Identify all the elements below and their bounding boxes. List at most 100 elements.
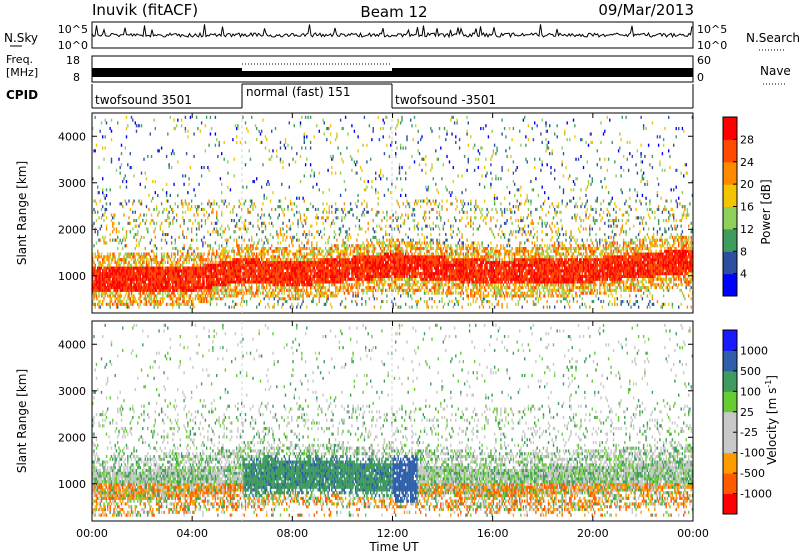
power-cell <box>137 269 138 272</box>
power-cell <box>220 233 221 236</box>
power-cell <box>97 230 98 233</box>
power-cell <box>131 278 132 281</box>
power-cell <box>100 275 101 278</box>
power-cell <box>171 286 172 289</box>
power-cell <box>177 272 178 275</box>
power-cell <box>150 286 151 289</box>
power-cell <box>214 294 215 297</box>
power-cell <box>190 278 191 281</box>
power-cell <box>216 227 217 230</box>
power-cell <box>98 300 99 303</box>
power-cell <box>143 272 144 275</box>
power-cell <box>162 275 163 278</box>
power-cell <box>105 289 106 292</box>
power-cell <box>206 267 207 270</box>
power-cell <box>116 267 117 270</box>
power-cell <box>105 280 106 283</box>
power-cell <box>171 272 172 275</box>
power-cell <box>107 267 108 270</box>
power-cell <box>122 303 123 306</box>
power-cell <box>190 219 191 222</box>
power-cell <box>157 292 158 295</box>
power-cell <box>191 300 192 303</box>
power-cell <box>98 280 99 283</box>
power-cell <box>221 250 222 253</box>
power-cell <box>196 272 197 275</box>
power-cell <box>103 275 104 278</box>
power-cell <box>181 255 182 258</box>
power-cell <box>191 289 192 292</box>
power-cell <box>155 258 156 261</box>
power-cell <box>162 297 163 300</box>
power-cell <box>224 278 225 281</box>
power-cell <box>107 275 108 278</box>
power-cell <box>128 269 129 272</box>
power-cell <box>146 278 147 281</box>
power-cell <box>132 211 133 214</box>
power-cell <box>207 230 208 233</box>
power-cell <box>216 275 217 278</box>
power-cell <box>183 294 184 297</box>
power-cell <box>180 294 181 297</box>
cpid-segment-1: twofsound 3501 <box>95 93 192 107</box>
power-cell <box>161 269 162 272</box>
power-cell <box>128 255 129 258</box>
power-cell <box>190 166 191 169</box>
power-cell <box>112 278 113 281</box>
power-cell <box>198 205 199 208</box>
power-cell <box>173 127 174 130</box>
power-cell <box>113 253 114 256</box>
power-cell <box>108 269 109 272</box>
power-cell <box>131 253 132 256</box>
power-cell <box>224 261 225 264</box>
power-cell <box>210 247 211 250</box>
power-cell <box>105 208 106 211</box>
power-cell <box>212 275 213 278</box>
power-cell <box>100 130 101 133</box>
power-cell <box>188 272 189 275</box>
power-cell <box>95 272 96 275</box>
power-cell <box>116 306 117 309</box>
power-cell <box>191 239 192 242</box>
cpid-segment-3: twofsound -3501 <box>395 93 496 107</box>
power-cell <box>201 289 202 292</box>
power-cell <box>192 300 193 303</box>
power-cell <box>103 258 104 261</box>
power-cell <box>216 261 217 264</box>
power-cell <box>140 222 141 225</box>
power-cell <box>117 258 118 261</box>
power-cell <box>118 278 119 281</box>
power-cell <box>172 289 173 292</box>
power-cell <box>98 303 99 306</box>
power-cell <box>132 202 133 205</box>
power-cell <box>130 166 131 169</box>
power-cell <box>193 258 194 261</box>
power-cell <box>136 244 137 247</box>
power-cell <box>214 278 215 281</box>
power-cell <box>158 280 159 283</box>
power-cell <box>123 236 124 239</box>
power-cell <box>178 306 179 309</box>
power-cell <box>193 267 194 270</box>
power-cell <box>205 241 206 244</box>
power-cell <box>173 303 174 306</box>
power-cell <box>161 261 162 264</box>
power-cell <box>136 283 137 286</box>
power-cell <box>138 278 139 281</box>
power-cell <box>138 267 139 270</box>
power-cell <box>193 188 194 191</box>
power-cell <box>148 283 149 286</box>
power-cell <box>178 280 179 283</box>
power-cell <box>183 292 184 295</box>
power-cell <box>196 247 197 250</box>
power-cell <box>166 280 167 283</box>
power-cell <box>166 255 167 258</box>
power-cell <box>222 258 223 261</box>
power-cell <box>221 278 222 281</box>
power-cell <box>140 283 141 286</box>
power-cell <box>118 269 119 272</box>
power-cell <box>96 297 97 300</box>
power-cell <box>158 211 159 214</box>
power-cell <box>131 275 132 278</box>
power-cell <box>205 222 206 225</box>
